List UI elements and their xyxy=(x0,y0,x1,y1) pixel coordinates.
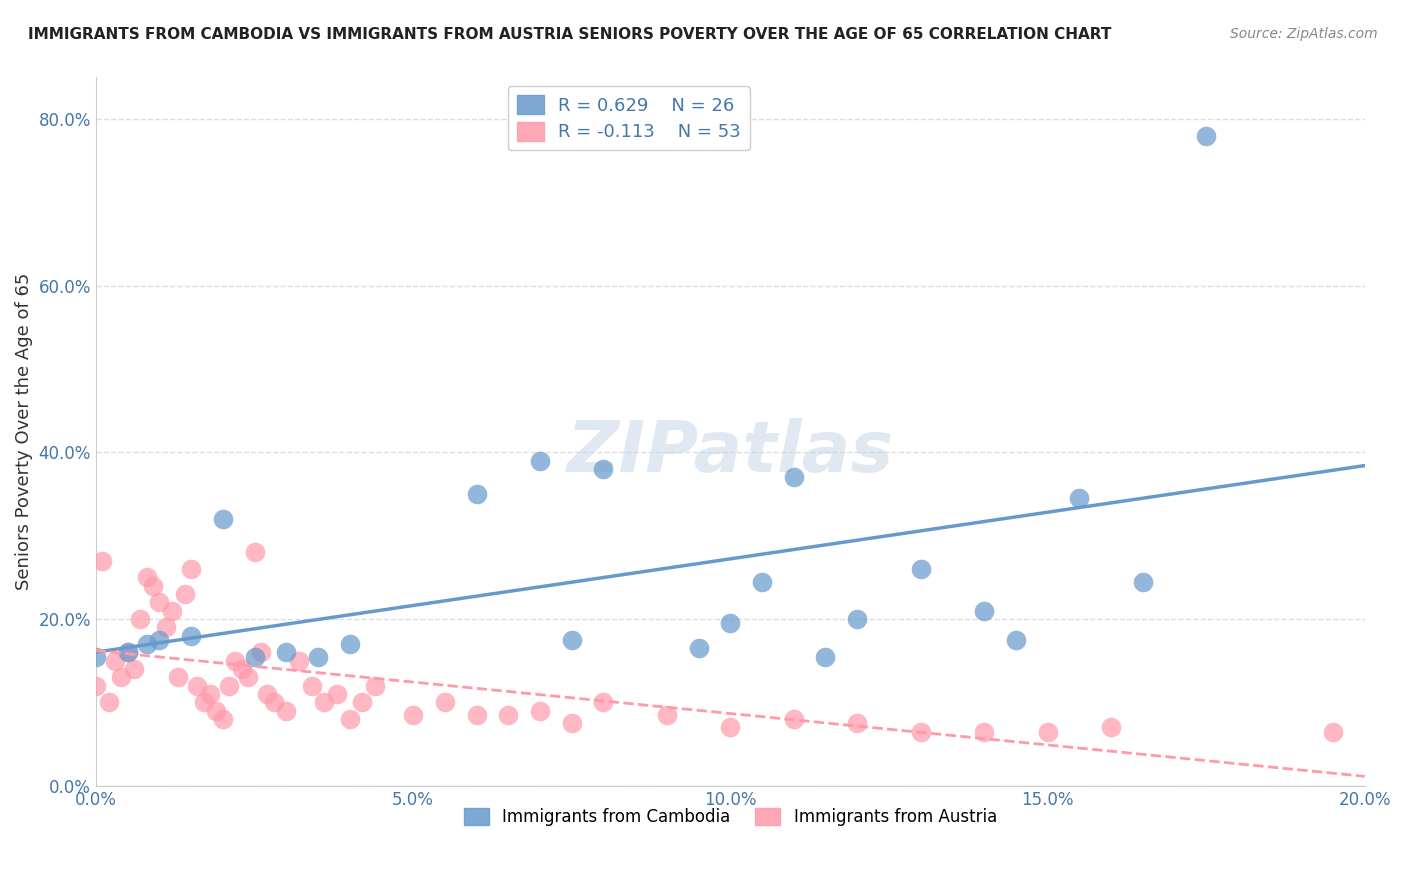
Point xyxy=(276,704,298,718)
Point xyxy=(180,629,202,643)
Point xyxy=(751,574,773,589)
Point xyxy=(326,687,349,701)
Point xyxy=(910,562,932,576)
Point xyxy=(173,587,195,601)
Point xyxy=(1004,632,1026,647)
Point xyxy=(148,632,170,647)
Point xyxy=(193,696,215,710)
Point xyxy=(142,579,165,593)
Point xyxy=(561,716,583,731)
Point xyxy=(155,620,177,634)
Point xyxy=(314,696,336,710)
Point xyxy=(1036,724,1059,739)
Point xyxy=(1069,491,1091,506)
Point xyxy=(167,670,190,684)
Text: ZIPatlas: ZIPatlas xyxy=(567,418,894,487)
Point xyxy=(364,679,387,693)
Point xyxy=(301,679,323,693)
Point xyxy=(718,721,741,735)
Point xyxy=(783,712,806,726)
Point xyxy=(655,708,678,723)
Point xyxy=(529,704,551,718)
Point xyxy=(224,654,246,668)
Point xyxy=(846,716,869,731)
Point xyxy=(211,512,233,526)
Point xyxy=(688,641,710,656)
Point xyxy=(243,649,266,664)
Point xyxy=(1322,724,1344,739)
Point xyxy=(117,645,139,659)
Point xyxy=(498,708,520,723)
Point xyxy=(250,645,273,659)
Point xyxy=(846,612,869,626)
Point xyxy=(148,595,170,609)
Point xyxy=(104,654,127,668)
Point xyxy=(91,554,114,568)
Point xyxy=(352,696,374,710)
Point xyxy=(465,487,488,501)
Point xyxy=(256,687,278,701)
Point xyxy=(129,612,152,626)
Y-axis label: Seniors Poverty Over the Age of 65: Seniors Poverty Over the Age of 65 xyxy=(15,273,32,591)
Point xyxy=(135,570,157,584)
Point xyxy=(84,679,107,693)
Point xyxy=(1132,574,1154,589)
Point xyxy=(135,637,157,651)
Point xyxy=(97,696,120,710)
Point xyxy=(1099,721,1122,735)
Point xyxy=(402,708,425,723)
Point xyxy=(339,637,361,651)
Point xyxy=(211,712,233,726)
Point xyxy=(218,679,240,693)
Point xyxy=(783,470,806,484)
Point xyxy=(198,687,221,701)
Point xyxy=(117,645,139,659)
Point xyxy=(465,708,488,723)
Legend: Immigrants from Cambodia, Immigrants from Austria: Immigrants from Cambodia, Immigrants fro… xyxy=(456,799,1005,834)
Point xyxy=(276,645,298,659)
Point xyxy=(307,649,329,664)
Text: IMMIGRANTS FROM CAMBODIA VS IMMIGRANTS FROM AUSTRIA SENIORS POVERTY OVER THE AGE: IMMIGRANTS FROM CAMBODIA VS IMMIGRANTS F… xyxy=(28,27,1112,42)
Point xyxy=(592,696,614,710)
Point xyxy=(433,696,456,710)
Point xyxy=(592,462,614,476)
Point xyxy=(84,649,107,664)
Point xyxy=(973,604,995,618)
Point xyxy=(718,616,741,631)
Point xyxy=(243,545,266,559)
Point xyxy=(288,654,311,668)
Point xyxy=(561,632,583,647)
Point xyxy=(339,712,361,726)
Point xyxy=(238,670,260,684)
Point xyxy=(231,662,253,676)
Point xyxy=(1195,128,1218,143)
Point xyxy=(160,604,183,618)
Point xyxy=(263,696,285,710)
Point xyxy=(529,454,551,468)
Point xyxy=(110,670,132,684)
Text: Source: ZipAtlas.com: Source: ZipAtlas.com xyxy=(1230,27,1378,41)
Point xyxy=(205,704,228,718)
Point xyxy=(814,649,837,664)
Point xyxy=(973,724,995,739)
Point xyxy=(186,679,208,693)
Point xyxy=(122,662,145,676)
Point xyxy=(180,562,202,576)
Point xyxy=(910,724,932,739)
